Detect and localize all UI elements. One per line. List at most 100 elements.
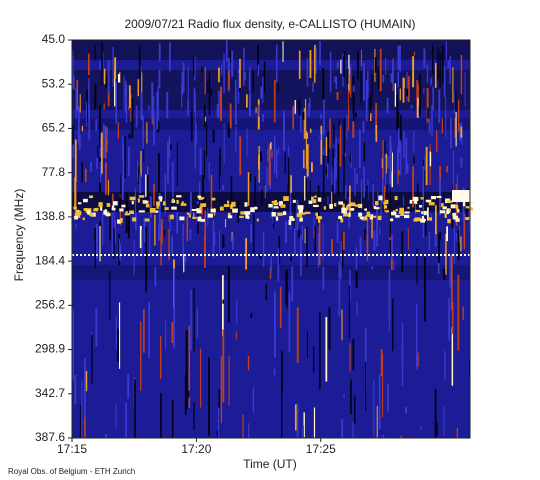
spectrogram-dot [176,195,182,198]
spectrogram-dot [137,198,140,203]
spectrogram-dot [212,254,214,256]
spectrogram-dot [421,219,426,222]
spectrogram-dot [131,200,134,205]
spectrogram-dot [226,200,230,204]
spectrogram-dot [468,254,470,256]
spectrogram-dot [138,210,145,213]
chart-title: 2009/07/21 Radio flux density, e-CALLIST… [124,17,415,31]
spectrogram-dot [244,254,246,256]
spectrogram-dot [207,213,214,218]
spectrogram-dot [300,254,302,256]
spectrogram-dot [268,254,270,256]
y-tick-label: 138.8 [35,209,65,223]
spectrogram-dot [128,254,130,256]
spectrogram-dot [164,207,169,210]
spectrogram-dot [304,254,306,256]
spectrogram-dot [88,254,90,256]
spectrogram-dot [82,217,85,221]
spectrogram-dot [408,254,410,256]
spectrogram-dot [279,201,283,206]
spectrogram-dot [373,205,376,209]
spectrogram-dot [145,204,150,208]
spectrogram-dot [199,196,205,200]
spectrogram-dot [436,195,442,198]
spectrogram-dot [111,207,116,211]
spectrogram-dot [274,200,278,205]
spectrogram-dot [228,254,230,256]
spectrogram-dot [323,206,327,210]
spectrogram-dot [197,195,202,198]
spectrogram-dot [253,206,258,210]
spectrogram-dot [160,254,162,256]
spectrogram-dot [332,254,334,256]
spectrogram-dot [390,218,394,222]
spectrogram-dot [368,254,370,256]
spectrogram-dot [84,254,86,256]
spectrogram-dot [219,206,224,211]
spectrogram-dot [227,215,233,219]
spectrogram-dot [314,195,317,198]
spectrogram-dot [425,199,432,203]
spectrogram-dot [412,254,414,256]
y-axis-label: Frequency (MHz) [12,189,26,282]
spectrogram-dot [142,200,147,203]
spectrogram-dot [453,215,459,220]
spectrogram-dot [162,201,166,206]
spectrogram-dot [223,204,230,208]
spectrogram-dot [171,206,177,210]
spectrogram-dot [308,254,310,256]
spectrogram-dot [440,254,442,256]
spectrogram-dot [394,195,398,201]
spectrogram-dot [358,212,363,217]
spectrogram-dot [176,199,179,204]
spectrogram-dot [377,215,382,221]
spectrogram-dot [465,217,471,220]
spectrogram-band [72,40,470,60]
spectrogram-dot [413,218,419,222]
spectrogram-dot [260,254,262,256]
spectrogram-dot [404,254,406,256]
spectrogram-dot [200,254,202,256]
spectrogram-dot [244,211,251,215]
spectrogram-dot [181,201,184,205]
spectrogram-dot [197,216,202,222]
spectrogram-dot [224,254,226,256]
spectrogram-dot [240,254,242,256]
spectrogram-dot [452,254,454,256]
spectrogram-dot [320,254,322,256]
spectrogram-dot [144,254,146,256]
spectrogram-dot [192,254,194,256]
spectrogram-dot [457,209,460,213]
spectrogram-dot [120,254,122,256]
spectrogram-dot [424,254,426,256]
spectrogram-dot [364,254,366,256]
spectrogram-dot [383,205,388,209]
spectrogram-dot [399,207,404,213]
spectrogram-dot [372,254,374,256]
spectrogram-dot [156,254,158,256]
spectrogram-dot [432,254,434,256]
spectrogram-dot [240,211,246,215]
spectrogram-dot [420,197,424,200]
spectrogram-dot [256,218,259,222]
spectrogram-dot [444,213,447,218]
spectrogram-dot [280,204,286,208]
spectrogram-dot [239,215,244,218]
spectrogram-dot [288,254,290,256]
spectrogram-dot [442,206,447,210]
spectrogram-dot [75,210,82,216]
spectrogram-dot [92,254,94,256]
spectrogram-dot [448,254,450,256]
spectrogram-dot [172,254,174,256]
spectrogram-dot [427,217,433,221]
footer: Royal Obs. of Belgium - ETH Zurich [8,467,135,476]
spectrogram-dot [73,206,77,210]
spectrogram-dot [403,214,410,219]
spectrogram-dot [120,218,123,223]
spectrogram-dot [100,254,102,256]
spectrogram-dot [308,200,313,204]
spectrogram-dot [271,212,276,217]
spectrogram-dot [455,218,460,222]
spectrogram-dot [297,205,304,210]
spectrogram-dot [404,211,410,214]
